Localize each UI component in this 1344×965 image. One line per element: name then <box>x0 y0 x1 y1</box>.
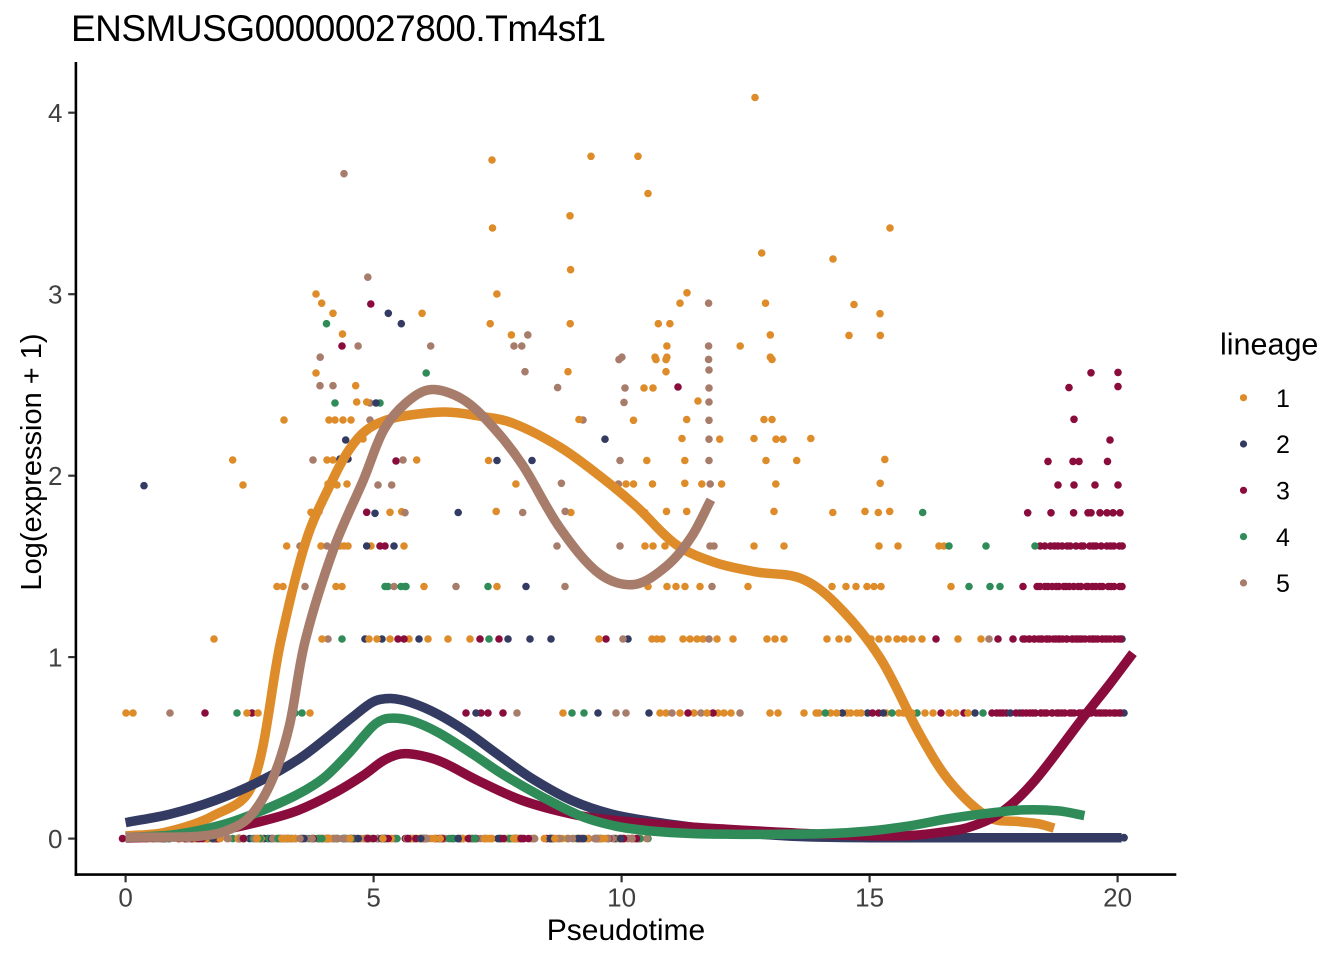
svg-text:15: 15 <box>855 883 884 913</box>
svg-text:5: 5 <box>1276 570 1290 598</box>
svg-text:5: 5 <box>366 883 380 913</box>
svg-text:10: 10 <box>607 883 636 913</box>
svg-text:lineage: lineage <box>1220 328 1318 362</box>
svg-text:1: 1 <box>48 643 62 673</box>
svg-text:2: 2 <box>1276 431 1290 459</box>
svg-text:3: 3 <box>1276 478 1290 506</box>
svg-text:Log(expression + 1): Log(expression + 1) <box>16 333 48 590</box>
svg-text:ENSMUSG00000027800.Tm4sf1: ENSMUSG00000027800.Tm4sf1 <box>71 8 606 49</box>
svg-text:1: 1 <box>1276 385 1290 413</box>
svg-text:Pseudotime: Pseudotime <box>547 914 705 947</box>
svg-text:4: 4 <box>1276 524 1290 552</box>
svg-text:0: 0 <box>48 824 62 854</box>
svg-text:0: 0 <box>118 883 132 913</box>
svg-text:20: 20 <box>1103 883 1132 913</box>
svg-text:2: 2 <box>48 461 62 491</box>
svg-text:3: 3 <box>48 280 62 310</box>
svg-text:4: 4 <box>48 98 62 128</box>
